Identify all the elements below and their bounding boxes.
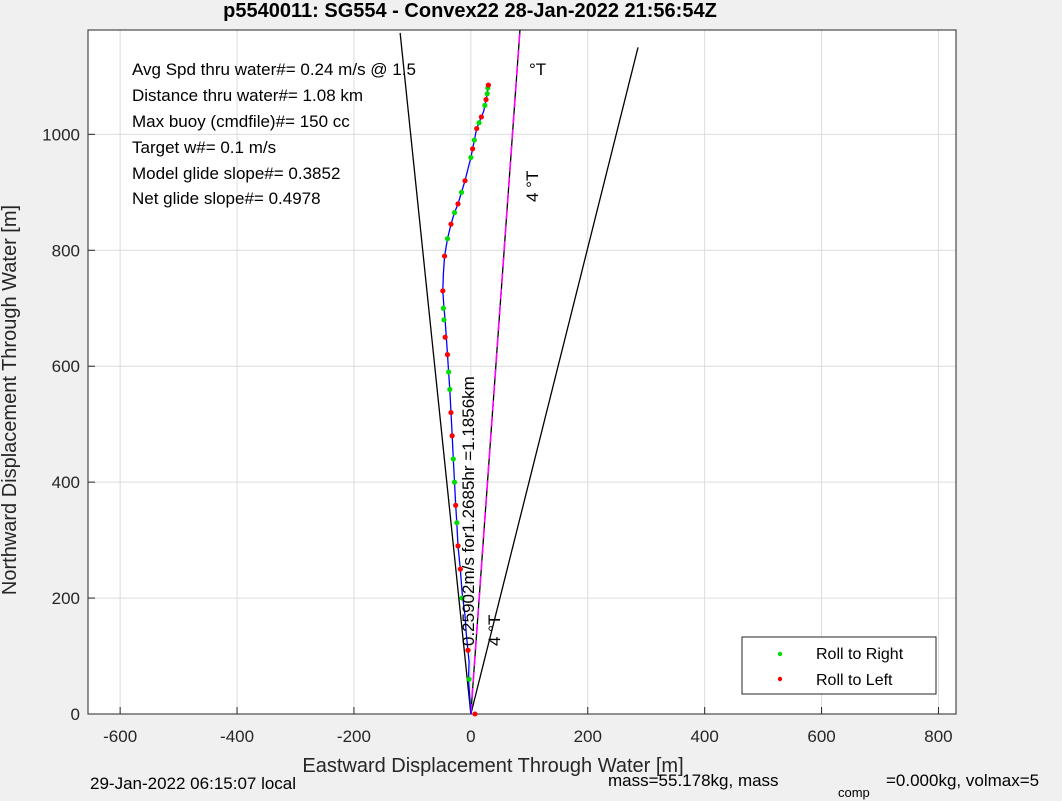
legend-marker-right xyxy=(777,651,783,657)
y-axis-label: Northward Displacement Through Water [m] xyxy=(0,205,21,595)
roll-right-point xyxy=(458,189,465,195)
legend-marker-left xyxy=(777,676,783,682)
roll-right-point xyxy=(444,236,451,242)
footer-mass: mass=55.178kg, mass xyxy=(608,771,779,790)
bounding-lines xyxy=(399,29,639,715)
stats-block: Avg Spd thru water#= 0.24 m/s @ 1.5 °T D… xyxy=(132,60,546,208)
stat-unit: °T xyxy=(529,60,546,79)
roll-left-point xyxy=(455,201,461,207)
y-tick-label: 1000 xyxy=(42,125,80,144)
roll-right-point xyxy=(451,209,458,216)
left-bound-line xyxy=(399,32,472,715)
net-displacement-line xyxy=(470,29,521,715)
footer-comp-rest: =0.000kg, volmax=5 xyxy=(886,771,1039,790)
roll-left-point xyxy=(483,96,489,103)
stat-avg-speed: Avg Spd thru water#= 0.24 m/s @ 1.5 xyxy=(132,60,416,79)
y-tick-label: 200 xyxy=(52,589,80,608)
roll-right-point xyxy=(482,102,488,108)
roll-left-point xyxy=(457,566,463,572)
chart-title: p5540011: SG554 - Convex22 28-Jan-2022 2… xyxy=(223,0,717,22)
x-axis-label: Eastward Displacement Through Water [m] xyxy=(302,755,683,777)
x-tick-labels: -600 -400 -200 0 200 400 600 800 xyxy=(103,727,953,746)
roll-left-point xyxy=(440,288,446,294)
roll-left-points xyxy=(440,82,491,653)
speed-label: 0.25902m/s for1.2685hr =1.1856km xyxy=(459,376,478,646)
roll-right-point xyxy=(484,91,490,97)
y-tick-labels: 0 200 400 600 800 1000 xyxy=(42,125,80,724)
stat-model-glide: Model glide slope#= 0.3852 xyxy=(132,164,340,183)
roll-left-point xyxy=(442,334,448,340)
plot-border xyxy=(87,29,957,715)
legend-box xyxy=(741,636,937,695)
roll-right-point xyxy=(466,676,472,682)
roll-right-point xyxy=(440,305,446,311)
y-tick-label: 400 xyxy=(52,473,80,492)
roll-left-point xyxy=(465,647,471,653)
roll-left-point xyxy=(455,543,461,549)
plot-area xyxy=(88,30,956,714)
x-tick-label: 600 xyxy=(807,727,835,746)
roll-right-points xyxy=(440,85,491,682)
roll-right-point xyxy=(446,369,452,375)
roll-left-point xyxy=(441,253,448,259)
right-bound-line xyxy=(470,47,639,715)
roll-left-point xyxy=(453,502,459,508)
footer-comp-subscript: comp xyxy=(838,785,870,800)
heading-label-top: 4 °T xyxy=(523,171,542,202)
origin-marker xyxy=(472,711,478,717)
roll-left-point xyxy=(448,409,454,416)
x-tick-label: 0 xyxy=(466,727,475,746)
stat-distance: Distance thru water#= 1.08 km xyxy=(132,86,363,105)
roll-right-point xyxy=(476,120,482,126)
y-tick-label: 800 xyxy=(52,241,80,260)
legend: Roll to Right Roll to Left xyxy=(741,636,937,695)
roll-right-point xyxy=(450,456,456,462)
x-tick-label: -200 xyxy=(337,727,371,746)
roll-left-point xyxy=(474,125,480,132)
stat-max-buoy: Max buoy (cmdfile)#= 150 cc xyxy=(132,112,350,131)
roll-right-point xyxy=(459,595,465,601)
stat-net-glide: Net glide slope#= 0.4978 xyxy=(132,189,321,208)
y-tick-label: 0 xyxy=(71,705,80,724)
roll-left-point xyxy=(444,352,451,358)
roll-right-point xyxy=(471,137,477,143)
y-tick-label: 600 xyxy=(52,357,80,376)
footer-local-time: 29-Jan-2022 06:15:07 local xyxy=(90,774,296,793)
roll-left-point xyxy=(448,221,454,227)
roll-left-point xyxy=(485,82,491,88)
roll-right-point xyxy=(468,154,474,161)
roll-right-point xyxy=(447,386,453,392)
x-tick-label: 400 xyxy=(690,727,718,746)
stat-target-w: Target w#= 0.1 m/s xyxy=(132,138,276,157)
roll-left-point xyxy=(470,146,476,152)
roll-right-point xyxy=(451,479,458,485)
roll-left-point xyxy=(449,433,455,439)
legend-label-right: Roll to Right xyxy=(816,646,904,663)
roll-right-point xyxy=(454,520,460,526)
roll-right-point xyxy=(441,317,447,323)
roll-left-point xyxy=(462,178,468,184)
x-tick-label: -400 xyxy=(220,727,254,746)
x-tick-label: -600 xyxy=(103,727,137,746)
heading-label-bottom: 4 °T xyxy=(485,615,504,646)
x-tick-label: 800 xyxy=(924,727,952,746)
roll-left-point xyxy=(478,114,484,120)
legend-label-left: Roll to Left xyxy=(816,672,893,689)
x-tick-label: 200 xyxy=(574,727,602,746)
